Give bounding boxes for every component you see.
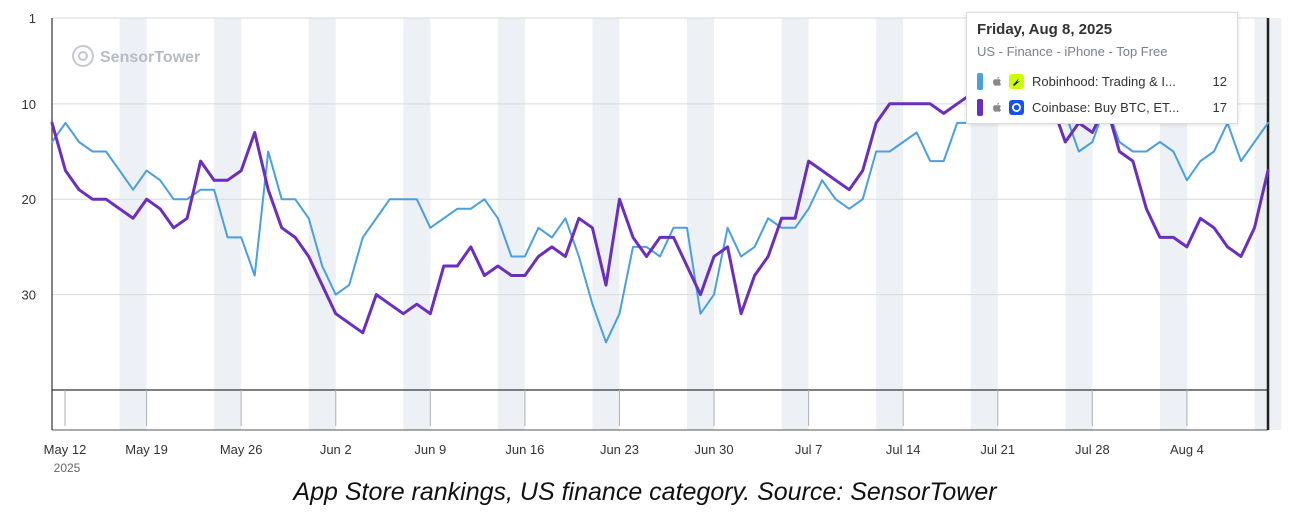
x-year-label: 2025: [54, 461, 81, 475]
weekend-band: [308, 18, 336, 430]
chart-tooltip: Friday, Aug 8, 2025 US - Finance - iPhon…: [966, 12, 1238, 124]
tooltip-robinhood-name: Robinhood: Trading & I...: [1032, 73, 1176, 89]
x-tick-label: Jun 16: [505, 442, 544, 457]
weekend-band: [876, 18, 904, 430]
x-tick-label: May 12: [44, 442, 87, 457]
y-tick-label: 1: [29, 11, 36, 26]
tooltip-title: Friday, Aug 8, 2025: [977, 21, 1113, 38]
chart-caption: App Store rankings, US finance category.…: [293, 478, 997, 506]
apple-icon: [993, 102, 1002, 112]
apple-icon: [993, 76, 1002, 86]
tooltip-coinbase-value: 17: [1212, 99, 1227, 115]
x-tick-label: May 19: [125, 442, 168, 457]
x-tick-label: Jun 9: [414, 442, 446, 457]
x-tick-label: Jul 7: [795, 442, 822, 457]
sensortower-logo: SensorTower: [72, 45, 200, 67]
x-tick-label: Jul 21: [980, 442, 1015, 457]
x-tick-label: Jul 14: [886, 442, 921, 457]
coinbase-app-icon: [1009, 99, 1024, 115]
tooltip-robinhood-value: 12: [1212, 73, 1227, 89]
sensortower-icon: [72, 45, 94, 67]
x-axis: May 12 May 19 May 26 Jun 2 Jun 9 Jun 16 Jun 23…: [44, 390, 1204, 475]
coinbase-swatch: [977, 98, 983, 116]
weekend-band: [119, 18, 147, 430]
x-tick-label: May 26: [220, 442, 263, 457]
weekend-band: [497, 18, 525, 430]
x-tick-label: Jun 30: [695, 442, 734, 457]
y-tick-label: 30: [22, 288, 36, 303]
x-tick-label: Jun 23: [600, 442, 639, 457]
x-tick-label: Aug 4: [1170, 442, 1204, 457]
weekend-band: [403, 18, 431, 430]
rank-chart: 1 10 20 30 May 12 May 19 May 26 Jun 2 Jun 9 Jun …: [22, 11, 1282, 475]
tooltip-subtitle: US - Finance - iPhone - Top Free: [977, 44, 1168, 59]
weekend-band: [214, 18, 242, 430]
weekend-band: [687, 18, 715, 430]
series-line-coinbase: [50, 83, 1270, 335]
watermark-text: SensorTower: [100, 49, 200, 66]
x-tick-label: Jul 28: [1075, 442, 1110, 457]
robinhood-swatch: [977, 72, 983, 90]
tooltip-row-robinhood: Robinhood: Trading & I... 12: [977, 68, 1227, 94]
y-axis: 1 10 20 30: [22, 11, 36, 303]
tooltip-row-coinbase: Coinbase: Buy BTC, ET... 17: [977, 94, 1227, 120]
x-tick-label: Jun 2: [320, 442, 352, 457]
tooltip-coinbase-name: Coinbase: Buy BTC, ET...: [1032, 99, 1180, 115]
weekend-band: [781, 18, 809, 430]
y-tick-label: 20: [22, 192, 36, 207]
robinhood-app-icon: [1009, 73, 1024, 89]
y-tick-label: 10: [22, 97, 36, 112]
